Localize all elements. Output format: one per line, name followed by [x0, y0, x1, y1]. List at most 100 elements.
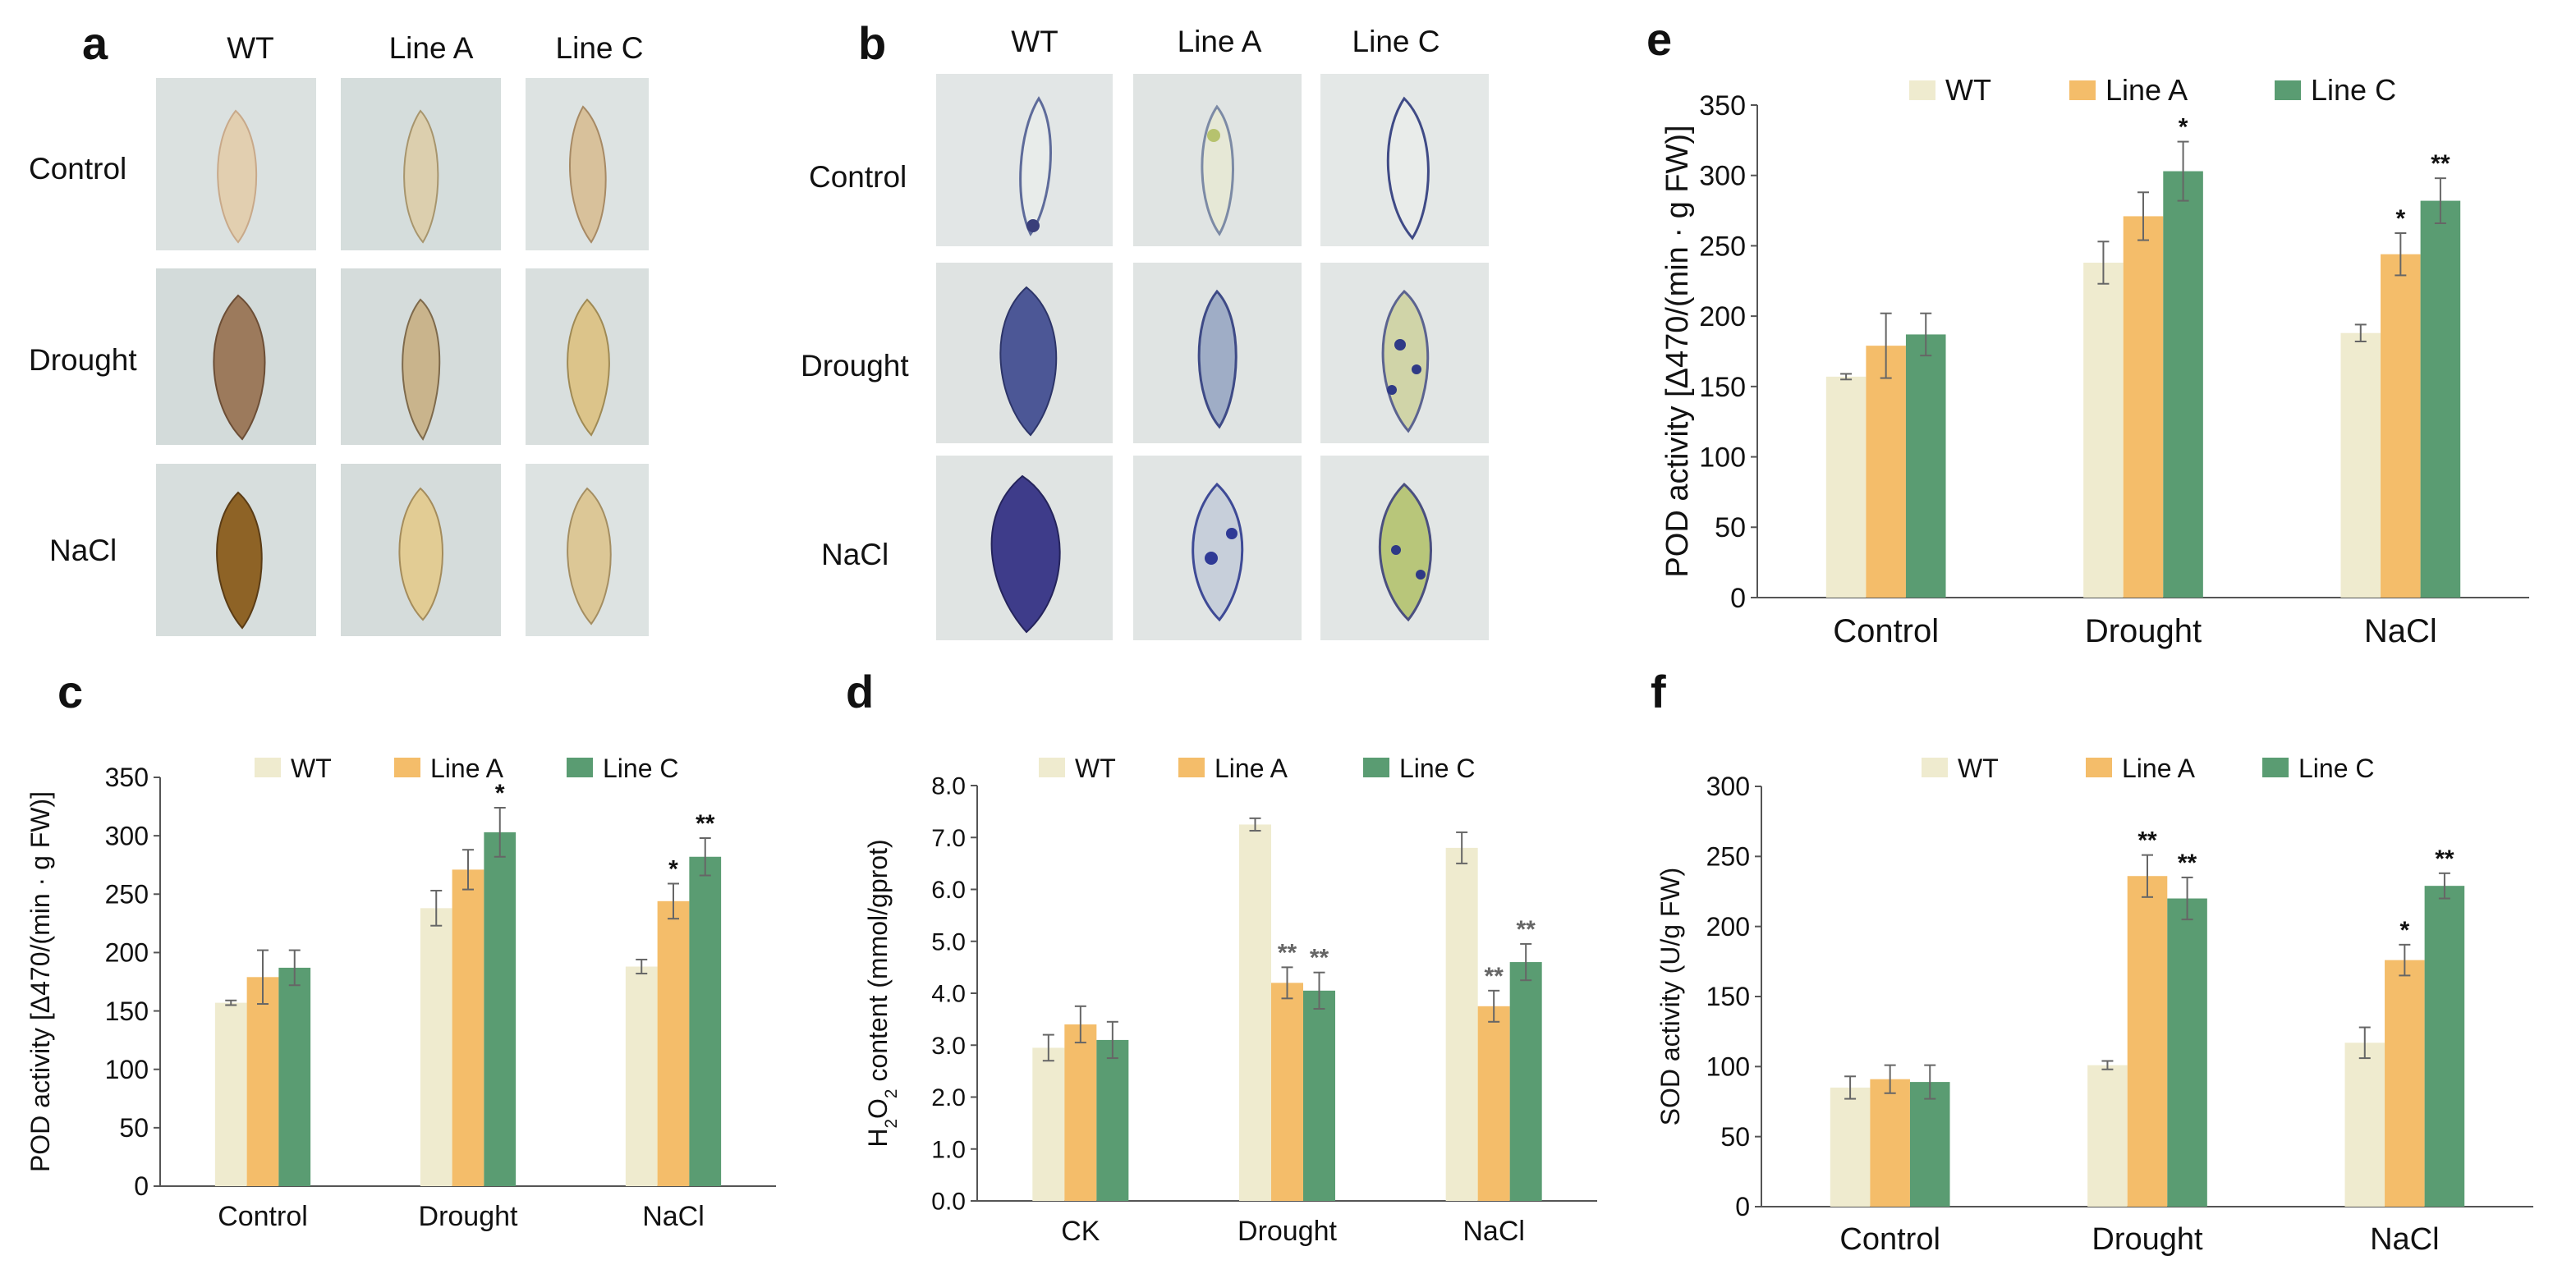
chart-c-ytick-label: 150 — [105, 997, 149, 1026]
chart-e-bar-line-c — [1905, 334, 1946, 598]
panel-b-col-line-c: Line C — [1352, 25, 1440, 58]
photo-a-control-line-a — [341, 78, 501, 250]
chart-c-legend-label: Line A — [430, 754, 504, 783]
chart-d-ytick-label: 3.0 — [931, 1033, 966, 1060]
chart-d-significance-mark: ** — [1484, 963, 1504, 990]
photo-a-nacl-wt — [156, 464, 316, 636]
panel-e-letter: e — [1646, 13, 1673, 65]
chart-f-ytick-label: 50 — [1720, 1122, 1750, 1152]
panel-a-row-control: Control — [29, 152, 127, 186]
chart-f-significance-mark: * — [2399, 917, 2409, 944]
chart-d-y-label-part: O — [863, 1098, 893, 1119]
panel-a-photo-grid — [156, 78, 649, 636]
chart-c-significance-mark: * — [495, 780, 505, 807]
panel-a-col-line-a: Line A — [388, 31, 474, 65]
chart-f-category-label: Control — [1839, 1222, 1940, 1257]
chart-f-ytick-label: 200 — [1706, 912, 1750, 942]
chart-d-significance-mark: ** — [1310, 945, 1329, 972]
chart-c-bar-line-c — [689, 856, 722, 1186]
photo-b-drought-wt — [936, 263, 1113, 443]
chart-e-ytick-label: 350 — [1699, 90, 1746, 121]
chart-c-ytick-label: 350 — [105, 763, 149, 792]
photo-b-control-line-a — [1133, 74, 1302, 246]
chart-e-significance-mark: * — [2179, 114, 2188, 141]
photo-a-control-line-c — [526, 78, 649, 250]
photo-b-nacl-line-c — [1320, 456, 1489, 640]
chart-c-bar-wt — [625, 966, 658, 1186]
chart-d-category-label: Drought — [1237, 1216, 1338, 1247]
panel-b-row-nacl: NaCl — [821, 538, 889, 571]
chart-c-ytick-label: 0 — [134, 1171, 149, 1201]
chart-c-y-label: POD activity [Δ470/(min · g FW)] — [25, 791, 55, 1172]
photo-b-control-line-c — [1320, 74, 1489, 246]
photo-a-drought-line-c — [526, 268, 649, 445]
chart-c-bar-line-a — [452, 869, 484, 1186]
chart-e-ytick-label: 100 — [1699, 442, 1746, 473]
chart-f-ytick-label: 100 — [1706, 1052, 1750, 1082]
chart-e-bar-line-a — [2123, 216, 2164, 598]
chart-d-ytick-label: 8.0 — [931, 773, 966, 800]
chart-e-ytick-label: 300 — [1699, 161, 1746, 192]
chart-c-category-label: NaCl — [642, 1201, 705, 1232]
chart-d-legend-swatch-line-c — [1363, 758, 1389, 777]
chart-f-bar-line-c — [2424, 886, 2465, 1207]
chart-c-significance-mark: * — [668, 855, 678, 882]
chart-c-bar-wt — [214, 1002, 247, 1186]
chart-f-significance-mark: ** — [2435, 845, 2454, 873]
chart-f-category-label: NaCl — [2370, 1222, 2439, 1257]
photo-b-drought-line-a — [1133, 263, 1302, 443]
chart-d-ytick-label: 6.0 — [931, 877, 966, 904]
chart-d-significance-mark: ** — [1278, 939, 1297, 966]
chart-d-category-label: CK — [1061, 1216, 1100, 1247]
photo-a-drought-line-a — [341, 268, 501, 445]
chart-c-bar-line-c — [484, 832, 517, 1186]
chart-e-bar-line-a — [2381, 254, 2421, 598]
panel-a-letter: a — [82, 17, 108, 69]
chart-f-ytick-label: 250 — [1706, 842, 1750, 872]
chart-c-legend-swatch-line-c — [567, 758, 593, 777]
chart-f-ytick-label: 300 — [1706, 772, 1750, 801]
chart-c-ytick-label: 300 — [105, 821, 149, 850]
chart-e-ytick-label: 50 — [1715, 512, 1746, 543]
photo-a-nacl-line-a — [341, 464, 501, 636]
chart-e-ytick-label: 150 — [1699, 372, 1746, 403]
chart-f-bar-wt — [2344, 1042, 2385, 1207]
chart-d-bar-line-a — [1270, 983, 1304, 1201]
chart-d-bar-line-a — [1477, 1006, 1510, 1201]
panel-b-photo-grid — [936, 74, 1489, 640]
chart-e-legend-label: Line C — [2311, 73, 2396, 107]
chart-f-legend-swatch-wt — [1922, 758, 1948, 777]
chart-c-ytick-label: 250 — [105, 879, 149, 909]
panel-b-col-line-a: Line A — [1177, 25, 1262, 58]
chart-d-legend-label: Line C — [1399, 754, 1476, 783]
chart-e-y-label: POD activity [Δ470/(min · g FW)] — [1660, 125, 1695, 577]
chart-d-legend-swatch-line-a — [1178, 758, 1205, 777]
photo-a-nacl-line-c — [526, 464, 649, 636]
chart-f-significance-mark: ** — [2137, 827, 2157, 855]
chart-d-legend-label: Line A — [1215, 754, 1288, 783]
chart-d-ytick-label: 7.0 — [931, 825, 966, 852]
chart-d-bar-wt — [1238, 824, 1271, 1201]
chart-d-y-label-part: H — [863, 1129, 893, 1148]
photo-a-drought-wt — [156, 268, 316, 445]
chart-e-category-label: Drought — [2085, 613, 2202, 649]
chart-e-ytick-label: 200 — [1699, 301, 1746, 332]
chart-c-bar-wt — [420, 908, 452, 1186]
chart-e-legend-swatch-line-a — [2069, 80, 2096, 100]
chart-f-legend-swatch-line-c — [2262, 758, 2289, 777]
photo-b-nacl-line-a — [1133, 456, 1302, 640]
chart-d-bar-line-c — [1303, 990, 1336, 1201]
chart-e-significance-mark: ** — [2431, 150, 2450, 177]
chart-e-category-label: NaCl — [2364, 613, 2437, 649]
chart-e-significance-mark: * — [2395, 205, 2405, 232]
chart-d-bar-wt — [1032, 1047, 1065, 1201]
chart-e-ytick-label: 250 — [1699, 231, 1746, 262]
photo-b-control-wt — [936, 74, 1113, 246]
chart-d-legend-label: WT — [1075, 754, 1116, 783]
chart-c-category-label: Control — [218, 1201, 308, 1232]
chart-f-legend-label: WT — [1958, 754, 1999, 783]
chart-c-significance-mark: ** — [696, 810, 715, 837]
chart-d-y-label-part: 2 — [882, 1119, 901, 1129]
chart-c-legend-swatch-line-a — [394, 758, 420, 777]
